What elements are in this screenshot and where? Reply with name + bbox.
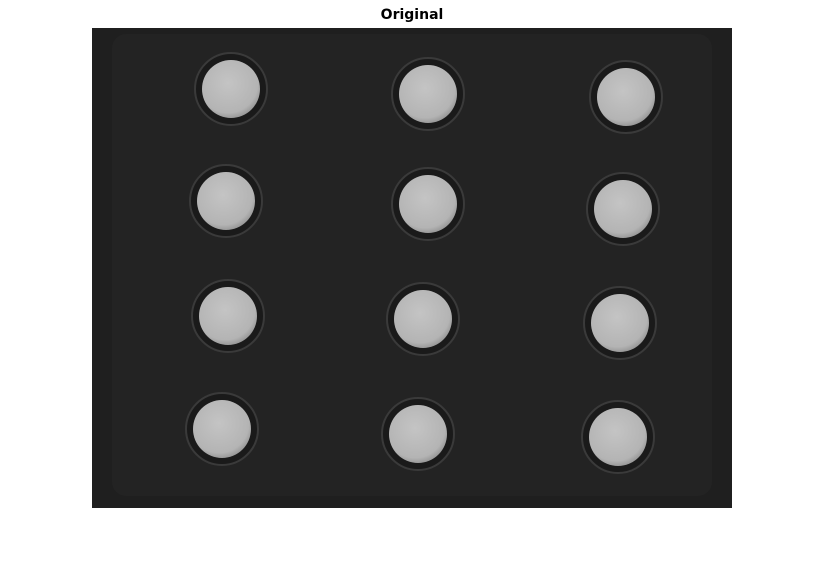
pill (394, 290, 452, 348)
pill (589, 408, 647, 466)
pill (399, 65, 457, 123)
image-title: Original (381, 7, 444, 23)
pill (197, 172, 255, 230)
pill (591, 294, 649, 352)
pill (597, 68, 655, 126)
tray (112, 34, 712, 496)
image (92, 28, 732, 508)
pill (594, 180, 652, 238)
pill (399, 175, 457, 233)
pill (193, 400, 251, 458)
pill (389, 405, 447, 463)
pill (202, 60, 260, 118)
pills (185, 52, 663, 474)
pill (199, 287, 257, 345)
